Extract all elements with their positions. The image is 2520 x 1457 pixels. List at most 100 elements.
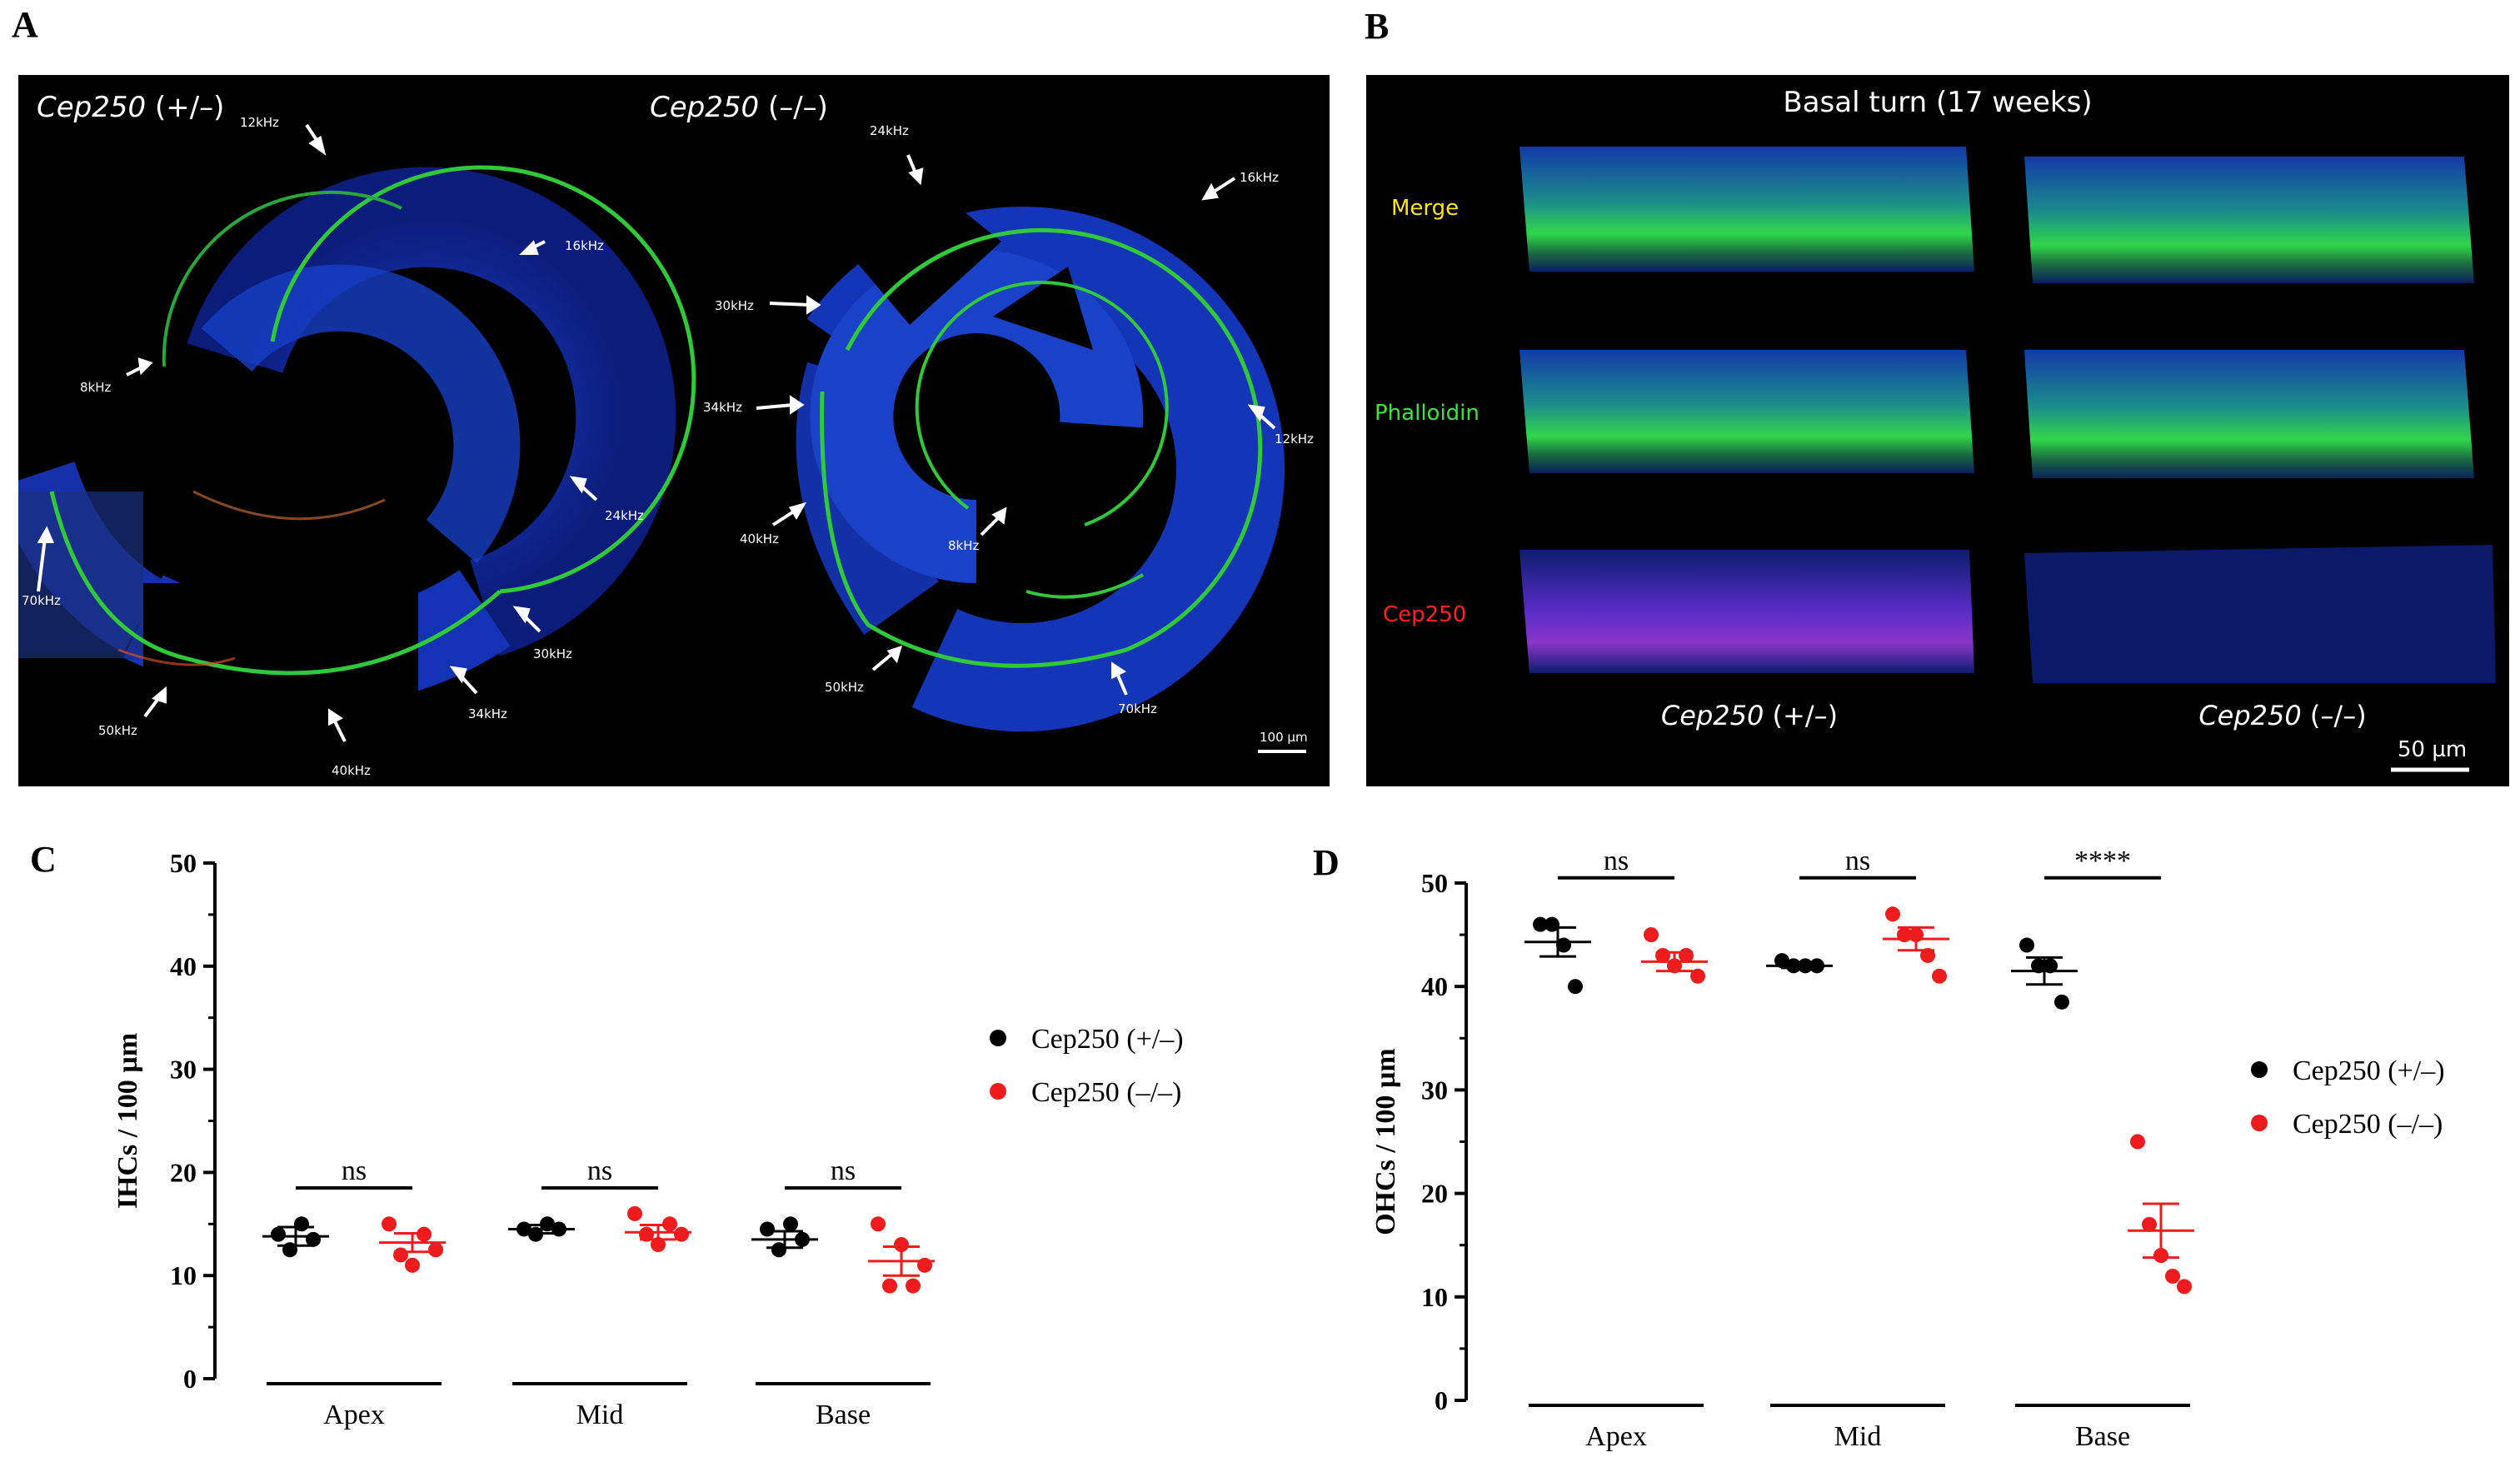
y-tick-label: 40 — [170, 951, 197, 981]
panel-b-col-left: Cep250 (+/–) — [1661, 700, 1838, 731]
group-label: Base — [816, 1400, 871, 1430]
freq-label-right: 70kHz — [1118, 701, 1157, 716]
cochlea-micrograph: Cep250 (+/–) Cep250 (–/–) 12kHz 16kHz 8k… — [18, 91, 1314, 778]
row-label-merge: Merge — [1391, 196, 1459, 221]
merge-ko-image — [2024, 157, 2474, 283]
group-label: Mid — [576, 1400, 624, 1430]
basal-turn-panel: Basal turn (17 weeks) Merge Phalloidin C… — [1366, 75, 2509, 786]
significance-label: ns — [831, 1155, 856, 1186]
ihc-chart: 0 10 20 30 40 50 IHCs / 100 µm Apex ns Mid ns Base n… — [112, 848, 1184, 1430]
ko-point — [405, 1257, 420, 1273]
legend-label: Cep250 (+/–) — [1031, 1024, 1184, 1055]
ko-point — [882, 1278, 897, 1294]
freq-label-left: 16kHz — [565, 238, 604, 253]
panel-label-d: D — [1313, 842, 1340, 883]
het-point — [2019, 937, 2034, 953]
significance-label: ns — [342, 1155, 367, 1186]
panel-a-title-left: Cep250 (+/–) — [37, 91, 224, 124]
panel-b-title: Basal turn (17 weeks) — [1783, 86, 2092, 119]
panel-b-col-right: Cep250 (–/–) — [2198, 700, 2366, 731]
het-point — [2031, 958, 2046, 974]
ko-point — [639, 1226, 654, 1242]
ko-point — [1644, 927, 1659, 943]
freq-label-right: 34kHz — [703, 400, 742, 415]
row-label-cep250: Cep250 — [1383, 602, 1466, 627]
freq-label-left: 40kHz — [332, 763, 371, 778]
y-tick-label: 50 — [1421, 868, 1448, 898]
legend-marker-ko — [2251, 1115, 2268, 1131]
ko-point — [651, 1237, 666, 1253]
legend-label: Cep250 (+/–) — [2293, 1055, 2445, 1086]
het-point — [771, 1242, 786, 1258]
ko-point — [1885, 906, 1900, 922]
legend-marker-ko — [990, 1083, 1006, 1100]
cep250-het-image — [1519, 550, 1974, 673]
ko-point — [2165, 1268, 2180, 1284]
freq-label-left: 30kHz — [533, 646, 572, 661]
y-axis-label: IHCs / 100 µm — [112, 1033, 143, 1209]
legend-marker-het — [2251, 1061, 2268, 1078]
group-label: Apex — [1585, 1421, 1647, 1452]
group-label: Base — [2075, 1421, 2130, 1452]
row-label-phalloidin: Phalloidin — [1375, 401, 1480, 426]
legend-label: Cep250 (–/–) — [2293, 1109, 2443, 1140]
legend-label: Cep250 (–/–) — [1031, 1077, 1181, 1108]
significance-label: ns — [1604, 846, 1629, 876]
freq-label-right: 40kHz — [740, 531, 779, 546]
y-tick-label: 10 — [170, 1260, 197, 1290]
frequency-arrows-left — [37, 123, 598, 742]
freq-label-right: 8kHz — [948, 538, 980, 553]
significance-label: **** — [2074, 846, 2131, 876]
ko-point — [1932, 968, 1947, 984]
panel-label-b: B — [1365, 6, 1390, 47]
group-label: Mid — [1834, 1421, 1882, 1452]
y-tick-label: 40 — [1421, 971, 1448, 1001]
ko-point — [906, 1278, 921, 1294]
het-point — [271, 1226, 286, 1242]
phalloidin-het-image — [1519, 350, 1974, 473]
cep250-ko-image — [2024, 545, 2496, 683]
ohc-chart: 0 10 20 30 40 50 OHCs / 100 µm Apex ns Mid ns Base *… — [1370, 846, 2445, 1452]
significance-label: ns — [587, 1155, 612, 1186]
phalloidin-ko-image — [2024, 350, 2474, 478]
freq-label-left: 50kHz — [98, 723, 137, 738]
y-tick-label: 0 — [183, 1364, 197, 1394]
y-tick-label: 10 — [1421, 1282, 1448, 1312]
ko-point — [393, 1247, 408, 1263]
panel-a-title-right: Cep250 (–/–) — [650, 91, 828, 124]
ko-point — [871, 1216, 886, 1232]
group-label: Apex — [323, 1400, 385, 1430]
freq-label-right: 16kHz — [1240, 170, 1279, 185]
ko-point — [627, 1205, 642, 1221]
ko-point — [428, 1242, 443, 1258]
y-tick-label: 30 — [170, 1055, 197, 1085]
het-point — [2043, 958, 2058, 974]
ko-point — [674, 1226, 689, 1242]
freq-label-right: 30kHz — [715, 298, 754, 313]
het-point — [783, 1216, 798, 1232]
y-tick-label: 20 — [1421, 1179, 1448, 1209]
cochlea-right-image — [796, 175, 1285, 732]
freq-label-left: 24kHz — [605, 508, 644, 523]
panel-label-c: C — [30, 839, 57, 880]
het-point — [2054, 994, 2069, 1010]
ko-point — [2142, 1216, 2157, 1232]
y-axis-label: OHCs / 100 µm — [1370, 1048, 1401, 1235]
freq-label-left: 34kHz — [468, 706, 507, 721]
freq-label-left: 12kHz — [240, 115, 279, 130]
freq-label-left: 70kHz — [22, 593, 61, 608]
significance-label: ns — [1845, 846, 1870, 876]
panel-label-a: A — [12, 4, 38, 45]
frequency-arrows-right — [756, 154, 1276, 696]
freq-label-left: 8kHz — [80, 380, 112, 395]
merge-het-image — [1519, 147, 1974, 272]
y-tick-label: 30 — [1421, 1075, 1448, 1105]
cochlea-left-image — [18, 165, 696, 725]
basal-turn-micrograph: Basal turn (17 weeks) Merge Phalloidin C… — [1375, 86, 2496, 772]
freq-label-right: 24kHz — [870, 123, 909, 138]
y-tick-label: 0 — [1435, 1385, 1448, 1415]
ko-point — [1920, 947, 1935, 963]
ko-point — [382, 1216, 397, 1232]
ko-point — [2130, 1134, 2145, 1150]
ko-point — [894, 1237, 909, 1253]
